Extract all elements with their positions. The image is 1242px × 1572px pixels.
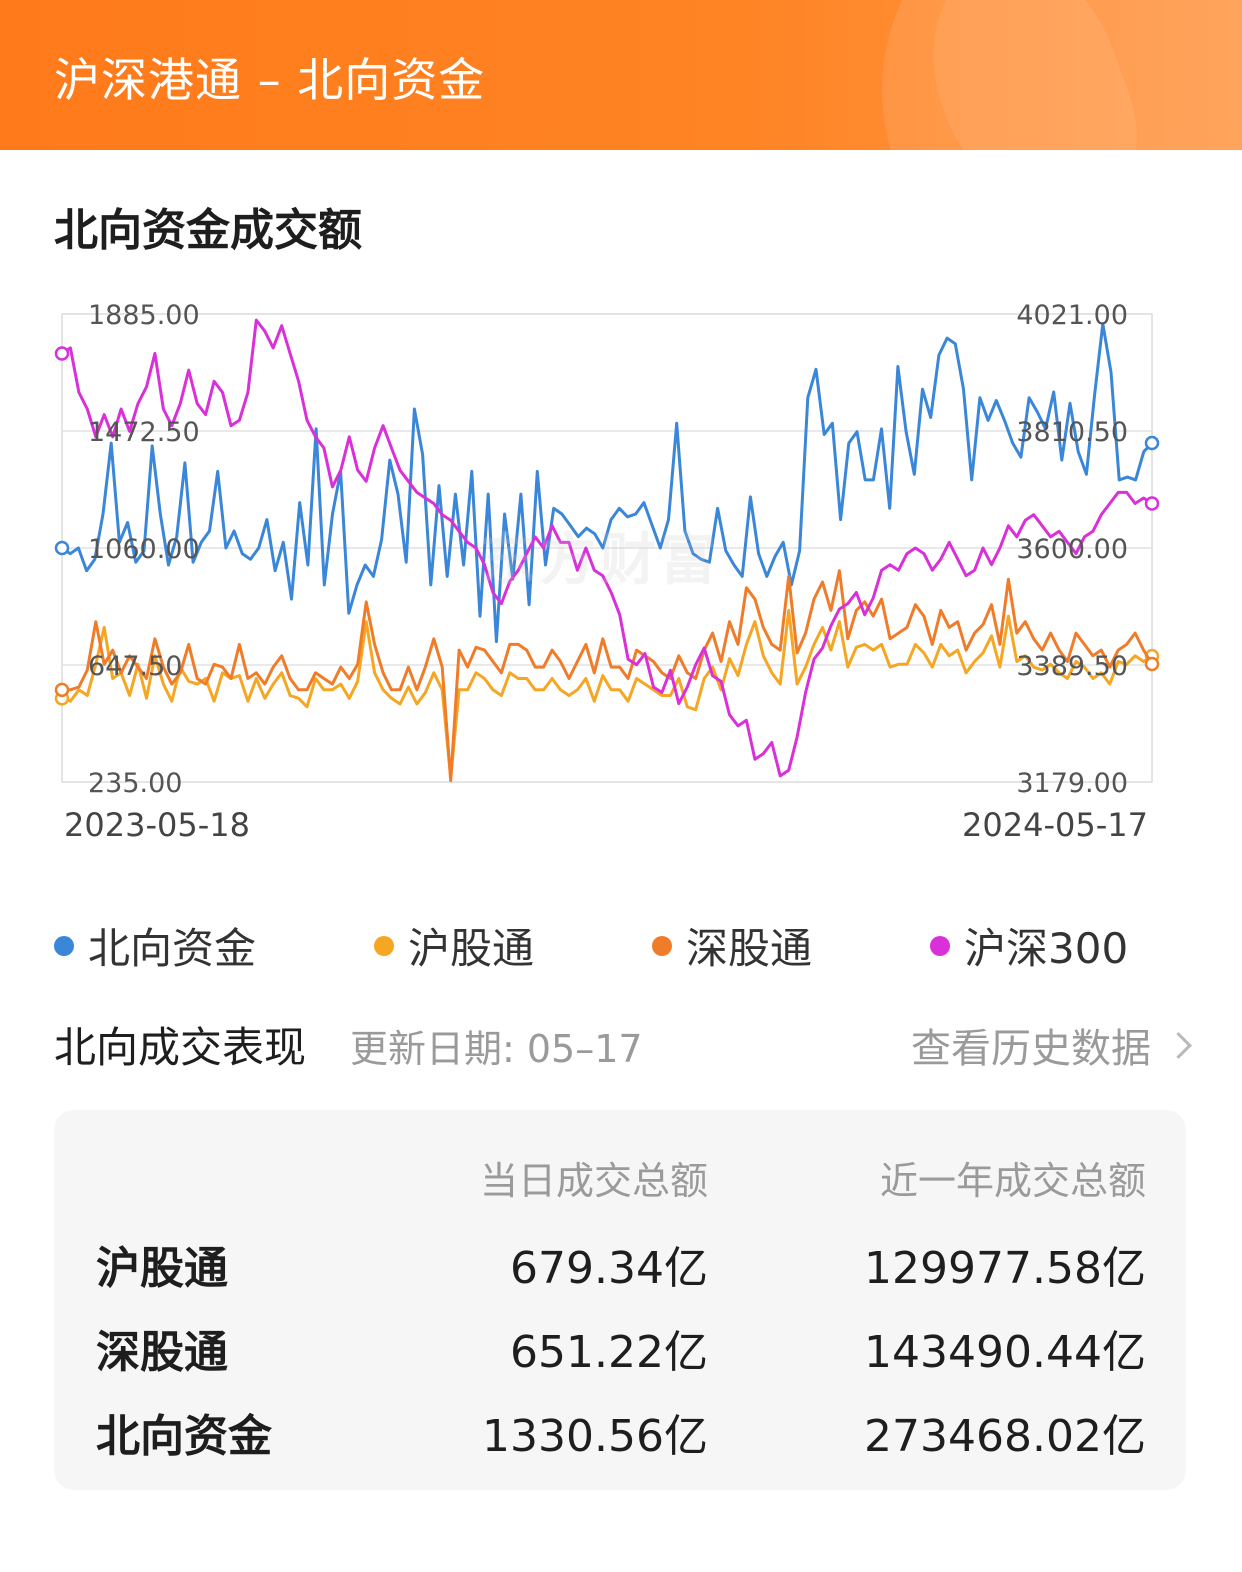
legend-item-csi300[interactable]: 沪深300 [930,915,1128,976]
yearly-value-northbound: 273468.02亿 [864,1411,1146,1462]
yearly-value-sz-connect: 143490.44亿 [864,1327,1146,1378]
series-line-3 [61,318,1153,778]
chart-section-title: 北向资金成交额 [54,205,362,256]
series-end-marker [1144,435,1160,451]
row-label-sz-connect: 深股通 [96,1327,228,1378]
legend-item-northbound[interactable]: 北向资金 [54,915,256,976]
legend-dot-icon [930,935,950,956]
left-axis-tick-label: 1060.00 [88,534,200,565]
daily-value-sz-connect: 651.22亿 [510,1327,708,1378]
row-label-sh-connect: 沪股通 [96,1243,228,1294]
legend-item-sh-connect[interactable]: 沪股通 [374,915,534,976]
daily-value-sh-connect: 679.34亿 [510,1243,708,1294]
view-history-label: 查看历史数据 [911,1026,1151,1072]
legend-label: 沪股通 [408,924,535,973]
legend-label: 沪深300 [964,924,1129,973]
left-axis-tick-label: 647.50 [88,651,182,682]
right-axis-tick-label: 3179.00 [1016,768,1128,799]
chevron-right-icon [1165,1031,1192,1059]
series-start-marker [54,682,70,698]
legend-dot-icon [652,935,672,956]
column-header-yearly: 近一年成交总额 [879,1159,1146,1203]
view-history-link[interactable]: 查看历史数据 [911,1016,1192,1074]
performance-table: 当日成交总额 近一年成交总额 沪股通 679.34亿 129977.58亿 深股… [54,1110,1186,1490]
left-axis-tick-label: 1885.00 [88,300,200,331]
right-axis-tick-label: 4021.00 [1016,300,1128,331]
series-line-1 [61,608,1153,780]
series-line-0 [61,322,1154,644]
turnover-chart[interactable]: 1885.00 1472.50 1060.00 647.50 235.00 4021.00… [0,280,1242,860]
x-axis-end-label: 2024-05-17 [962,806,1148,844]
x-axis-start-label: 2023-05-18 [64,806,250,844]
series-end-marker [1144,656,1160,672]
series-start-marker [54,346,70,361]
page-title: 沪深港通 – 北向资金 [54,53,486,107]
series-start-marker [54,540,70,556]
header-decoration [882,0,1242,150]
left-axis-tick-label: 1472.50 [88,417,200,448]
left-axis-tick-label: 235.00 [88,768,182,799]
app-header: 沪深港通 – 北向资金 [0,0,1242,150]
series-end-marker [1144,496,1160,511]
legend-label: 北向资金 [88,924,257,973]
legend-dot-icon [374,935,394,956]
column-header-daily: 当日成交总额 [479,1159,708,1203]
series-line-2 [62,569,1154,783]
legend-dot-icon [54,935,74,956]
right-axis-tick-label: 3810.50 [1016,417,1128,448]
legend-label: 深股通 [686,924,813,973]
row-label-northbound: 北向资金 [96,1411,272,1462]
daily-value-northbound: 1330.56亿 [482,1411,708,1462]
right-axis-tick-label: 3389.50 [1016,651,1128,682]
update-date: 更新日期: 05–17 [350,1027,643,1071]
line-chart-svg: 1885.00 1472.50 1060.00 647.50 235.00 4021.00… [54,300,1160,844]
right-axis-tick-label: 3600.00 [1016,534,1128,565]
yearly-value-sh-connect: 129977.58亿 [864,1243,1146,1294]
legend-item-sz-connect[interactable]: 深股通 [652,915,812,976]
watermark-text: 东方财富 [480,528,720,593]
chart-legend: 北向资金 沪股通 深股通 沪深300 [0,915,1242,975]
performance-title: 北向成交表现 [54,1023,307,1072]
